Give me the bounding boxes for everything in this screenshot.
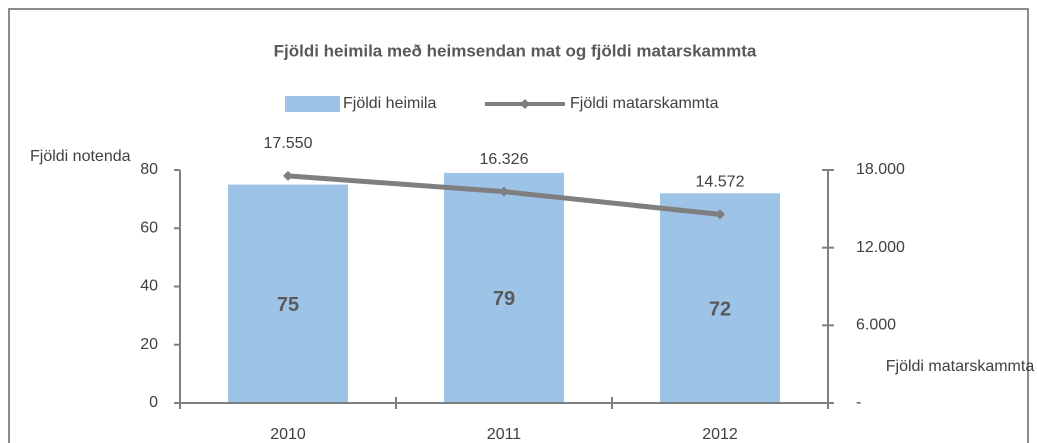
x-tick-label: 2010 — [270, 426, 306, 443]
bar-value-label: 75 — [277, 294, 299, 316]
y2-tick-label: 18.000 — [856, 161, 905, 178]
x-tick-label: 2011 — [487, 426, 522, 443]
y2-tick-label: 6.000 — [856, 317, 896, 334]
legend-label: Fjöldi heimila — [343, 95, 436, 112]
chart-title: Fjöldi heimila með heimsendan mat og fjö… — [274, 41, 757, 60]
bar — [660, 193, 780, 403]
line-value-label: 14.572 — [696, 174, 745, 191]
y2-tick-label: 12.000 — [856, 239, 905, 256]
legend-swatch — [285, 96, 340, 112]
bar — [228, 184, 348, 403]
legend-label: Fjöldi matarskammta — [570, 95, 719, 112]
y-axis-label: Fjöldi notenda — [30, 148, 131, 165]
y2-axis-label: Fjöldi matarskammta — [885, 358, 1035, 375]
y-tick-label: 40 — [140, 278, 158, 295]
bar-value-label: 79 — [493, 288, 515, 310]
y-tick-label: 20 — [140, 336, 158, 353]
bar-value-label: 72 — [709, 298, 731, 320]
line-value-label: 16.326 — [480, 151, 529, 168]
chart-frame — [8, 8, 1029, 443]
line-marker — [499, 186, 509, 197]
y-tick-label: 0 — [149, 394, 158, 411]
y-tick-label: 60 — [140, 219, 158, 236]
y2-tick-label: - — [856, 394, 861, 411]
bar — [444, 172, 564, 403]
x-tick-label: 2012 — [702, 426, 738, 443]
legend-marker — [520, 99, 530, 109]
line-marker — [715, 209, 725, 220]
y-tick-label: 80 — [140, 161, 158, 178]
line-value-label: 17.550 — [264, 135, 313, 152]
line-marker — [283, 170, 293, 181]
